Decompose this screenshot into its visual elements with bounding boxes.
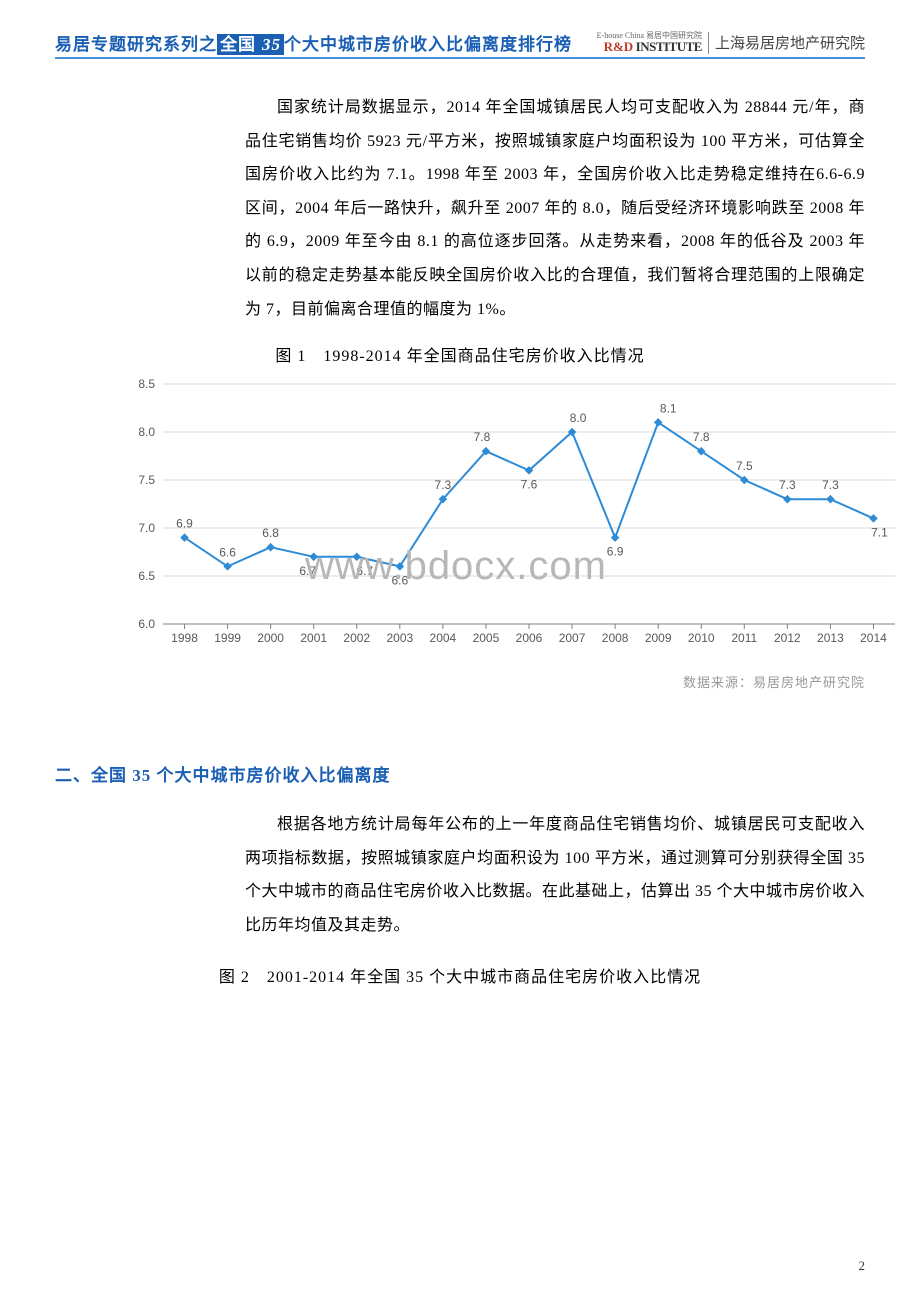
svg-text:2007: 2007 bbox=[559, 631, 586, 645]
page-header: 易居专题研究系列之全国35个大中城市房价收入比偏离度排行榜 E-house Ch… bbox=[55, 30, 865, 59]
svg-text:2004: 2004 bbox=[430, 631, 457, 645]
header-title: 易居专题研究系列之全国35个大中城市房价收入比偏离度排行榜 bbox=[55, 30, 572, 55]
svg-text:7.1: 7.1 bbox=[871, 526, 888, 540]
logo-separator bbox=[708, 32, 709, 54]
svg-text:2002: 2002 bbox=[343, 631, 370, 645]
svg-text:2012: 2012 bbox=[774, 631, 801, 645]
svg-text:7.3: 7.3 bbox=[822, 478, 839, 492]
figure1-title: 图 1 1998-2014 年全国商品住宅房价收入比情况 bbox=[55, 342, 865, 366]
logo-inst: INSTITUTE bbox=[636, 39, 702, 54]
svg-text:7.3: 7.3 bbox=[435, 478, 452, 492]
svg-text:1999: 1999 bbox=[214, 631, 241, 645]
svg-text:6.8: 6.8 bbox=[262, 526, 279, 540]
svg-text:2014: 2014 bbox=[860, 631, 887, 645]
svg-text:2013: 2013 bbox=[817, 631, 844, 645]
header-hl2: 35 bbox=[259, 34, 284, 55]
svg-text:6.9: 6.9 bbox=[176, 517, 193, 531]
para2-text: 根据各地方统计局每年公布的上一年度商品住宅销售均价、城镇居民可支配收入两项指标数… bbox=[245, 808, 865, 942]
svg-text:7.5: 7.5 bbox=[736, 459, 753, 473]
page-number: 2 bbox=[859, 1258, 866, 1274]
svg-text:7.6: 7.6 bbox=[521, 478, 538, 492]
section2-heading: 二、全国 35 个大中城市房价收入比偏离度 bbox=[55, 761, 865, 786]
header-prefix: 易居专题研究系列之 bbox=[55, 35, 217, 54]
logo-rd: R&D bbox=[604, 39, 634, 54]
chart1-svg: 6.0 6.5 7.0 7.5 8.0 8.5 1998 1999 2000 2001 2002 20… bbox=[115, 374, 905, 654]
svg-text:8.0: 8.0 bbox=[570, 411, 587, 425]
svg-text:2008: 2008 bbox=[602, 631, 629, 645]
para1-text: 国家统计局数据显示，2014 年全国城镇居民人均可支配收入为 28844 元/年… bbox=[245, 91, 865, 326]
svg-text:6.7: 6.7 bbox=[356, 564, 373, 578]
svg-text:2005: 2005 bbox=[473, 631, 500, 645]
svg-text:2010: 2010 bbox=[688, 631, 715, 645]
svg-text:6.5: 6.5 bbox=[138, 569, 155, 583]
figure2-title: 图 2 2001-2014 年全国 35 个大中城市商品住宅房价收入比情况 bbox=[55, 963, 865, 987]
chart-1: 6.0 6.5 7.0 7.5 8.0 8.5 1998 1999 2000 2001 2002 20… bbox=[115, 374, 905, 654]
header-suffix: 个大中城市房价收入比偏离度排行榜 bbox=[284, 35, 572, 54]
svg-text:6.7: 6.7 bbox=[299, 564, 316, 578]
svg-text:2006: 2006 bbox=[516, 631, 543, 645]
svg-text:7.8: 7.8 bbox=[693, 430, 710, 444]
svg-text:1998: 1998 bbox=[171, 631, 198, 645]
logo-en: E-house China 易居中国研究院 R&D INSTITUTE bbox=[597, 32, 702, 54]
header-logo-block: E-house China 易居中国研究院 R&D INSTITUTE 上海易居… bbox=[597, 32, 865, 54]
svg-text:6.6: 6.6 bbox=[391, 574, 408, 588]
header-hl1: 全国 bbox=[217, 34, 259, 55]
svg-text:6.6: 6.6 bbox=[219, 546, 236, 560]
svg-text:7.0: 7.0 bbox=[138, 521, 155, 535]
svg-text:2009: 2009 bbox=[645, 631, 672, 645]
source-note: 数据来源：易居房地产研究院 bbox=[55, 672, 865, 691]
svg-text:2000: 2000 bbox=[257, 631, 284, 645]
svg-text:8.1: 8.1 bbox=[660, 402, 677, 416]
paragraph-1: 国家统计局数据显示，2014 年全国城镇居民人均可支配收入为 28844 元/年… bbox=[245, 91, 865, 326]
logo-cn: 上海易居房地产研究院 bbox=[715, 32, 865, 53]
svg-text:2011: 2011 bbox=[731, 631, 757, 645]
svg-text:8.0: 8.0 bbox=[138, 425, 155, 439]
svg-text:2001: 2001 bbox=[300, 631, 327, 645]
svg-text:2003: 2003 bbox=[386, 631, 413, 645]
svg-text:8.5: 8.5 bbox=[138, 377, 155, 391]
svg-text:7.5: 7.5 bbox=[138, 473, 155, 487]
paragraph-2: 根据各地方统计局每年公布的上一年度商品住宅销售均价、城镇居民可支配收入两项指标数… bbox=[245, 808, 865, 942]
svg-text:7.8: 7.8 bbox=[474, 430, 491, 444]
svg-text:6.0: 6.0 bbox=[138, 617, 155, 631]
svg-text:7.3: 7.3 bbox=[779, 478, 796, 492]
svg-text:6.9: 6.9 bbox=[607, 545, 624, 559]
